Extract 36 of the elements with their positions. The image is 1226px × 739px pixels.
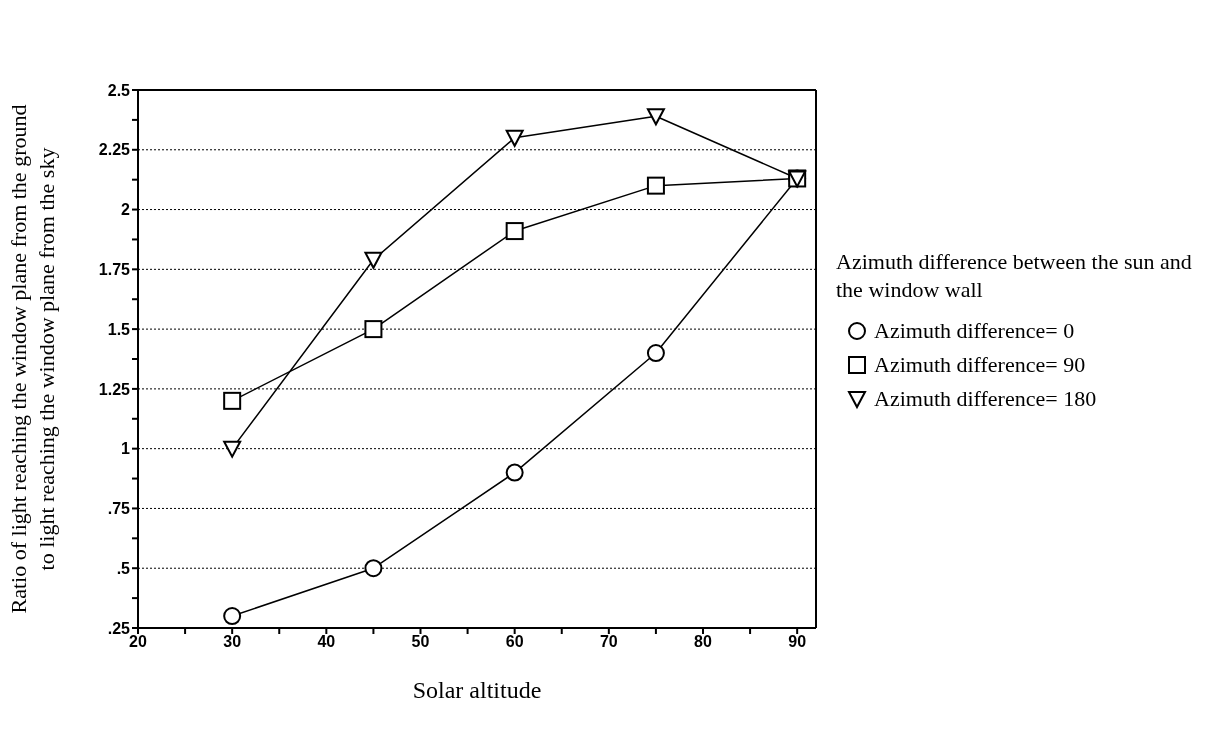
y-tick-label: .75 [107,500,131,518]
legend-label: Azimuth difference= 0 [874,318,1075,344]
point [505,222,524,241]
y-tick-label: 2.25 [98,141,131,159]
x-tick-label: 90 [788,633,807,651]
point [364,559,383,578]
y-tick-label: 1.25 [98,380,131,398]
legend-label: Azimuth difference= 180 [874,386,1097,412]
x-tick-label: 30 [223,633,242,651]
y-tick-label: 1.75 [98,261,131,279]
x-tick-label: 70 [599,633,618,651]
x-tick-label: 60 [505,633,524,651]
point [646,108,665,126]
point [364,251,383,269]
point [646,176,665,195]
point [505,463,524,482]
legend-title: Azimuth difference between the sun and the window wall [836,248,1193,304]
x-tick-label: 20 [129,633,147,651]
point [223,607,242,626]
y-axis-title: Ratio of light reaching the window plane from the ground to light reaching the window plane from the sky [6,104,59,614]
y-tick-label: .5 [116,559,131,577]
point [223,440,242,458]
y-tick-label: .25 [107,619,131,637]
legend-label: Azimuth difference= 90 [874,352,1086,378]
point [223,391,242,410]
y-tick-label: 1.5 [107,320,131,338]
y-tick-label: 1 [121,440,131,458]
x-tick-label: 40 [317,633,336,651]
x-tick-label: 80 [694,633,712,651]
point [364,320,383,339]
point [505,129,524,147]
x-tick-label: 50 [411,633,430,651]
point [646,344,665,363]
x-axis-title: Solar altitude [412,677,542,703]
y-tick-label: 2 [121,201,131,219]
y-tick-label: 2.5 [107,81,131,99]
